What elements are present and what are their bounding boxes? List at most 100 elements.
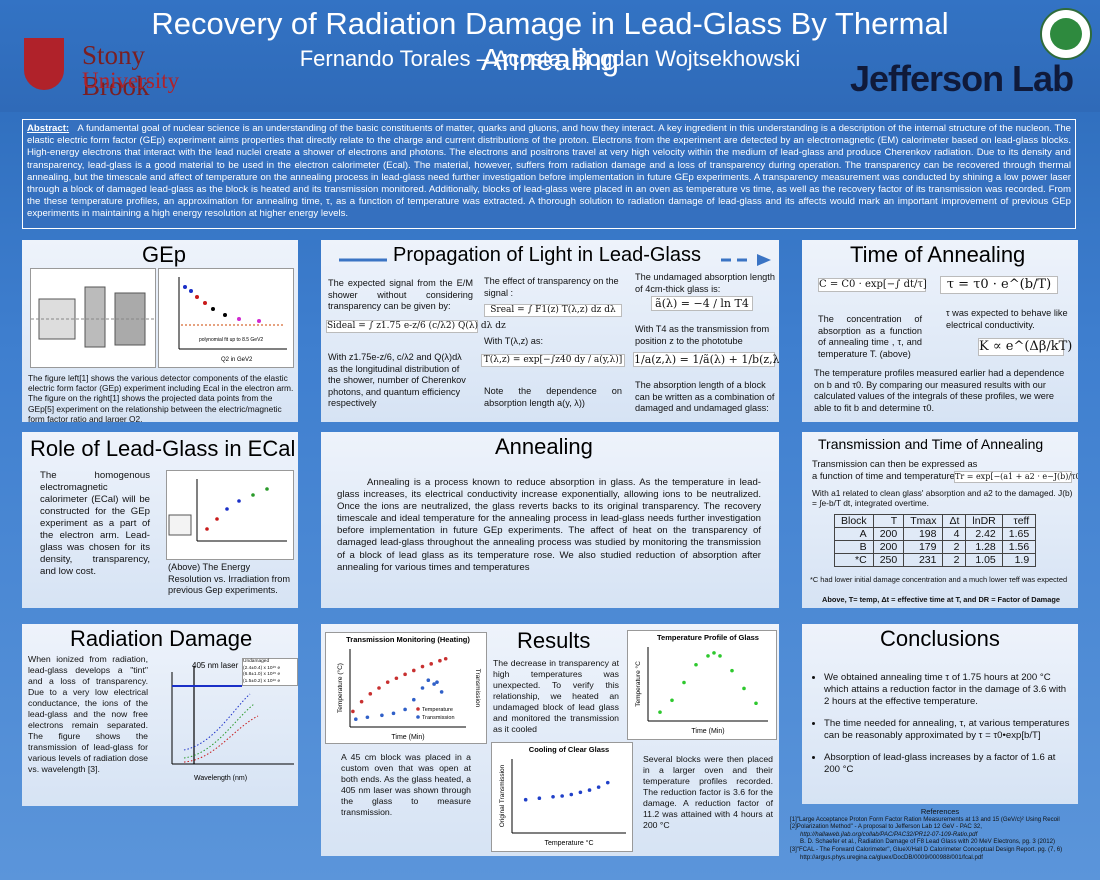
detector-diagram bbox=[31, 286, 155, 348]
table-cell: 198 bbox=[903, 527, 944, 541]
data-point bbox=[426, 678, 431, 682]
data-point bbox=[578, 790, 583, 795]
table-cell: A bbox=[834, 527, 874, 541]
y-axis-label: Temperature (°C) bbox=[336, 663, 344, 713]
table-cell: 1.28 bbox=[965, 540, 1003, 554]
table-row: *C 250 231 2 1.05 1.9 bbox=[834, 553, 1037, 567]
stony-brook-logo: Stony Brook University bbox=[20, 36, 200, 101]
transmission-time-title: Transmission and Time of Annealing bbox=[818, 436, 1044, 452]
transmission-time-text1: Transmission can then be expressed as a … bbox=[812, 458, 978, 481]
references-heading: References bbox=[920, 807, 960, 816]
data-point bbox=[432, 682, 436, 686]
data-point bbox=[385, 680, 390, 684]
gep-ratio-plot: polynomial fit up to 8.5 GeV2 Q2 in GeV2 bbox=[158, 268, 294, 368]
role-title: Role of Lead-Glass in ECal bbox=[30, 436, 296, 461]
conclusion-item: We obtained annealing time τ of 1.75 hou… bbox=[824, 672, 1074, 708]
prop-col3-text: The undamaged absorption length of 4cm-t… bbox=[635, 272, 775, 294]
data-point bbox=[605, 780, 610, 785]
table-cell: 200 bbox=[872, 527, 905, 541]
data-point bbox=[403, 672, 407, 677]
data-point bbox=[730, 668, 734, 673]
table-cell: B bbox=[834, 540, 874, 554]
data-point bbox=[754, 701, 758, 706]
data-point bbox=[658, 710, 662, 714]
table-cell: 179 bbox=[903, 540, 944, 554]
eq-tau: τ = τ0 · e^(b/T) bbox=[940, 276, 1058, 294]
data-point bbox=[537, 796, 542, 801]
data-point bbox=[682, 680, 686, 685]
data-point bbox=[420, 664, 425, 669]
transmission-time-panel: Transmission and Time of Annealing Trans… bbox=[802, 432, 1078, 608]
data-point bbox=[420, 686, 425, 690]
data-point bbox=[365, 715, 370, 720]
plot-laser-label: 405 nm laser bbox=[192, 661, 239, 670]
data-point bbox=[351, 709, 355, 714]
poster-title: Recovery of Radiation Damage in Lead-Gla… bbox=[151, 6, 949, 77]
table-header: lnDR bbox=[965, 514, 1003, 528]
table-cell: 2 bbox=[942, 540, 967, 554]
table-cell: 1.9 bbox=[1001, 553, 1037, 567]
time-annealing-text2: τ was expected to behave like electrical… bbox=[946, 308, 1068, 330]
table-cell: 250 bbox=[872, 553, 905, 567]
data-point bbox=[377, 686, 381, 690]
chart-transmission-monitoring: Transmission Monitoring (Heating) Time (M… bbox=[325, 632, 487, 744]
table-cell: *C bbox=[834, 553, 874, 567]
results-text2: A 45 cm block was placed in a custom ove… bbox=[341, 752, 471, 817]
x-axis-label: Time (Min) bbox=[691, 728, 724, 735]
data-point bbox=[354, 717, 358, 721]
radiation-panel: Radiation Damage When ionized from radia… bbox=[22, 624, 298, 806]
legend-label: Temperature bbox=[422, 707, 453, 713]
role-caption: (Above) The Energy Resolution vs. Irradi… bbox=[168, 562, 291, 596]
reference-item: http://argus.phys.uregina.ca/gluex/DocDB… bbox=[800, 853, 983, 861]
time-annealing-title: Time of Annealing bbox=[850, 242, 1026, 267]
annealing-results-table: Block T Tmax Δt lnDR τeff A 200 198 4 2.… bbox=[834, 514, 1037, 567]
table-cell: 2.42 bbox=[965, 527, 1003, 541]
eq-concentration: C = C0 · exp[−∫ dt/τ] bbox=[818, 278, 927, 292]
chart-title: Transmission Monitoring (Heating) bbox=[346, 635, 470, 644]
radiation-legend: Undamaged (2.4±0.4) x 10¹⁵ e (6.8±1.0) x… bbox=[242, 658, 298, 686]
annealing-title: Annealing bbox=[495, 434, 593, 459]
table-note: *C had lower initial damage concentratio… bbox=[810, 575, 1068, 584]
legend-item: (1.5±0.2) x 10¹⁶ e bbox=[243, 678, 281, 684]
data-point bbox=[560, 794, 564, 798]
data-point bbox=[368, 692, 373, 696]
transmission-time-text2: With a1 related to clean glass' absorpti… bbox=[812, 488, 1073, 509]
results-text3: Several blocks were then placed in a lar… bbox=[643, 754, 773, 830]
table-header: τeff bbox=[1001, 514, 1037, 528]
role-panel: Role of Lead-Glass in ECal The homogenou… bbox=[22, 432, 298, 608]
data-point bbox=[694, 662, 698, 667]
conclusions-title: Conclusions bbox=[880, 626, 1000, 651]
eq-a-tilde: ã(λ) = −4 / ln T4 bbox=[651, 296, 753, 312]
prop-col3-text3: The absorption length of a block can be … bbox=[635, 380, 775, 414]
doe-seal-icon bbox=[1040, 8, 1092, 60]
table-cell: 1.65 bbox=[1001, 527, 1037, 541]
logo-left-line2: University bbox=[82, 68, 180, 93]
jefferson-lab-logo: Jefferson Lab bbox=[850, 58, 1074, 99]
table-cell: 4 bbox=[942, 527, 967, 541]
legend-item: (2.4±0.4) x 10¹⁵ e bbox=[243, 665, 281, 671]
reference-item: B. D. Schaefer et al., Radiation Damage … bbox=[800, 838, 1056, 846]
eq-k: K ∝ e^(Δβ/kT) bbox=[978, 338, 1073, 356]
reference-item: [2]Polarization Method" - A proposal to … bbox=[790, 823, 982, 831]
data-point bbox=[438, 658, 442, 663]
gep-plot-xlabel: Q2 in GeV2 bbox=[221, 357, 253, 363]
prop-col1-text: The expected signal from the E/M shower … bbox=[328, 278, 473, 312]
results-panel: Results Transmission Monitoring (Heating… bbox=[321, 624, 779, 856]
data-point bbox=[380, 713, 384, 718]
eq-s-ideal: Sideal = ∫ z1.75 e-z/6 (c/λ2) Q(λ) dλ dz bbox=[326, 320, 506, 333]
references: References [1]"Large Acceptance Proton F… bbox=[790, 808, 1090, 861]
data-point bbox=[412, 668, 416, 673]
arrow-decoration bbox=[339, 254, 771, 266]
data-point bbox=[742, 686, 746, 691]
legend-item: (6.8±1.0) x 10¹⁵ e bbox=[243, 672, 281, 677]
table-header-row: Block T Tmax Δt lnDR τeff bbox=[834, 514, 1037, 528]
data-point bbox=[587, 788, 592, 792]
radiation-title: Radiation Damage bbox=[70, 626, 253, 651]
data-point bbox=[443, 656, 448, 661]
data-point bbox=[439, 690, 444, 694]
data-point bbox=[596, 785, 601, 789]
propagation-title: Propagation of Light in Lead-Glass bbox=[393, 244, 701, 266]
table-legend: Above, T= temp, Δt = effective time at T… bbox=[822, 595, 1060, 608]
abstract-text: A fundamental goal of nuclear science is… bbox=[27, 123, 1071, 220]
abstract-label: Abstract: bbox=[27, 123, 70, 134]
